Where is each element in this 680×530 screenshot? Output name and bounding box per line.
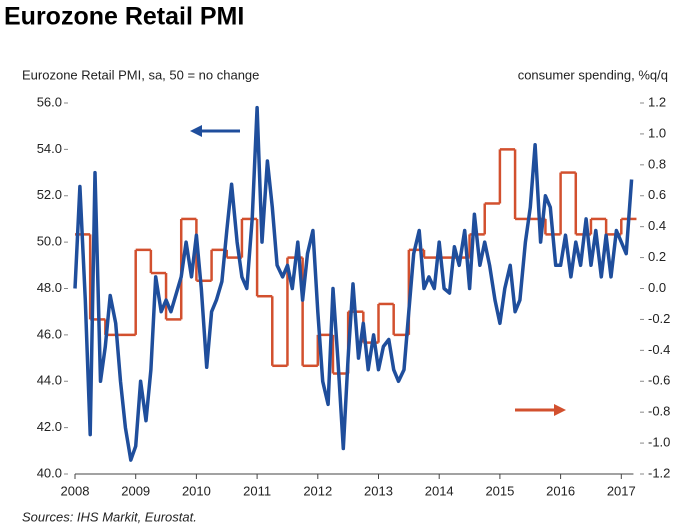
x-tick-label: 2011	[243, 483, 271, 498]
pmi-line	[73, 105, 634, 462]
y2-tick-label: 1.2	[648, 94, 666, 109]
y-tick-label: 52.0	[37, 187, 62, 202]
right-arrow	[515, 404, 566, 416]
y-tick-label: 50.0	[37, 234, 62, 249]
y-tick-label: 46.0	[37, 326, 62, 341]
x-tick-label: 2008	[61, 483, 90, 498]
y2-axis-label: consumer spending, %q/q	[518, 67, 668, 82]
y2-tick-label: 0.4	[648, 218, 666, 233]
source-note: Sources: IHS Markit, Eurostat.	[22, 509, 197, 524]
y-tick-label: 40.0	[37, 465, 62, 480]
y2-tick-label: -0.4	[648, 342, 670, 357]
y2-tick-label: -1.0	[648, 435, 670, 450]
x-tick-label: 2010	[182, 483, 211, 498]
x-tick-label: 2013	[364, 483, 393, 498]
y-tick-label: 44.0	[37, 373, 62, 388]
y2-tick-label: 0.6	[648, 187, 666, 202]
x-tick-label: 2015	[485, 483, 514, 498]
y2-tick-label: 0.2	[648, 249, 666, 264]
x-tick-label: 2014	[425, 483, 454, 498]
y-axis-label: Eurozone Retail PMI, sa, 50 = no change	[22, 67, 259, 82]
x-tick-label: 2017	[607, 483, 636, 498]
x-tick-label: 2009	[121, 483, 150, 498]
y2-tick-label: -0.8	[648, 404, 670, 419]
y2-tick-label: -1.2	[648, 465, 670, 480]
chart-title: Eurozone Retail PMI	[4, 3, 244, 31]
y2-tick-label: 0.8	[648, 156, 666, 171]
y2-tick-label: 1.0	[648, 125, 666, 140]
y-tick-label: 56.0	[37, 94, 62, 109]
left-arrow	[190, 125, 240, 137]
y2-tick-label: -0.2	[648, 311, 670, 326]
y2-tick-label: 0.0	[648, 280, 666, 295]
y-tick-label: 42.0	[37, 419, 62, 434]
y2-tick-label: -0.6	[648, 373, 670, 388]
x-tick-label: 2016	[546, 483, 575, 498]
y-tick-label: 54.0	[37, 141, 62, 156]
x-tick-label: 2012	[303, 483, 332, 498]
y-tick-label: 48.0	[37, 280, 62, 295]
